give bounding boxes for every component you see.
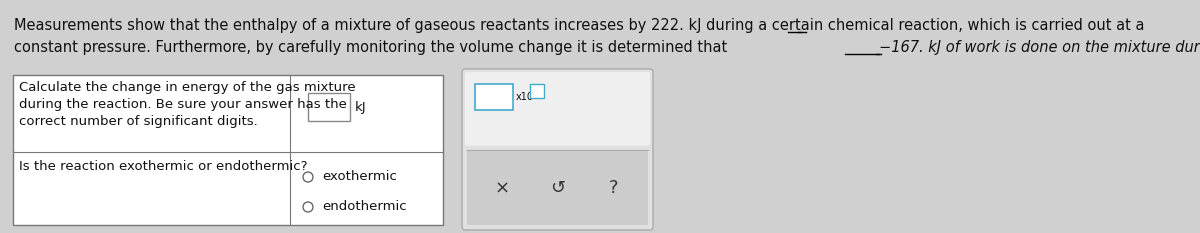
Bar: [467, 150, 648, 225]
Bar: [475, 84, 514, 110]
Bar: [530, 84, 544, 98]
Text: constant pressure. Furthermore, by carefully monitoring the volume change it is : constant pressure. Furthermore, by caref…: [14, 40, 732, 55]
Text: Measurements show that the enthalpy of a mixture of gaseous reactants increases : Measurements show that the enthalpy of a…: [14, 18, 1145, 33]
FancyBboxPatch shape: [466, 72, 650, 146]
Text: Calculate the change in energy of the gas mixture
during the reaction. Be sure y: Calculate the change in energy of the ga…: [19, 81, 355, 128]
Circle shape: [302, 172, 313, 182]
Circle shape: [302, 202, 313, 212]
Text: kJ: kJ: [881, 40, 893, 55]
Text: endothermic: endothermic: [322, 201, 407, 213]
Text: exothermic: exothermic: [322, 171, 397, 184]
Text: −167.: −167.: [880, 40, 924, 55]
Text: ×: ×: [494, 179, 510, 197]
Text: −167. kJ of work is done on the mixture during the reaction.: −167. kJ of work is done on the mixture …: [880, 40, 1200, 55]
FancyBboxPatch shape: [462, 69, 653, 230]
Text: ?: ?: [608, 179, 618, 197]
Text: ↺: ↺: [550, 179, 565, 197]
Text: Is the reaction exothermic or endothermic?: Is the reaction exothermic or endothermi…: [19, 160, 307, 173]
Bar: [13, 75, 443, 225]
Text: x10: x10: [516, 92, 534, 102]
Text: Measurements show that the enthalpy of a mixture of gaseous reactants increases : Measurements show that the enthalpy of a…: [14, 18, 652, 33]
Text: 222.: 222.: [798, 18, 832, 33]
Bar: [308, 93, 350, 121]
Text: kJ: kJ: [355, 100, 367, 113]
Text: kJ: kJ: [806, 18, 820, 33]
